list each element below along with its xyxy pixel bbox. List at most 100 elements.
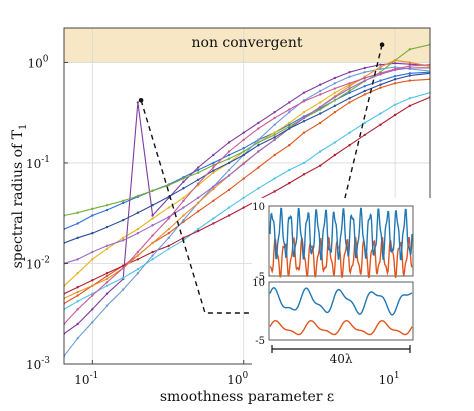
data-point	[408, 64, 411, 68]
inset-curve-blue	[269, 287, 413, 316]
data-point	[348, 131, 351, 134]
data-point	[76, 322, 79, 326]
data-point	[167, 247, 171, 250]
y-tick-base: 10	[26, 257, 41, 271]
data-point	[76, 236, 79, 240]
data-point	[242, 131, 245, 134]
data-point	[212, 171, 215, 174]
data-point	[151, 234, 154, 237]
inset-curve-orange	[269, 319, 413, 336]
y-tick-exponent: -1	[41, 155, 50, 165]
data-point	[105, 292, 109, 295]
pointer-lines	[138, 42, 385, 314]
data-point	[318, 108, 322, 111]
data-point	[76, 286, 79, 289]
data-point	[257, 166, 260, 169]
data-point	[257, 138, 260, 141]
y-tick-exponent: 0	[43, 54, 49, 64]
data-point	[122, 239, 125, 242]
inset-curve-blue	[269, 207, 413, 261]
data-point	[273, 133, 276, 137]
data-point	[105, 277, 109, 281]
data-point	[393, 82, 397, 85]
data-point	[105, 304, 109, 307]
x-tick-exponent: -1	[90, 371, 99, 381]
data-point	[288, 181, 291, 185]
data-point	[227, 141, 231, 144]
data-point	[182, 218, 185, 222]
data-point	[151, 189, 154, 192]
data-point	[167, 236, 171, 240]
data-point	[273, 123, 276, 126]
data-point	[408, 74, 411, 77]
data-point	[122, 201, 125, 205]
data-point	[242, 138, 245, 141]
data-point	[227, 168, 231, 172]
data-point	[348, 85, 351, 88]
data-point	[151, 203, 154, 207]
data-point	[288, 125, 291, 128]
y-tick-exponent: -3	[41, 356, 50, 366]
data-point	[182, 187, 185, 190]
data-point	[122, 236, 125, 240]
data-point	[227, 214, 231, 217]
data-point	[196, 227, 200, 231]
data-point	[393, 103, 397, 106]
data-point	[91, 214, 94, 217]
data-point	[136, 194, 140, 198]
data-point	[122, 266, 125, 270]
data-point	[136, 267, 140, 271]
x-tick-label: 100	[227, 371, 248, 387]
y-tick-base: 10	[26, 358, 41, 372]
data-point	[227, 150, 231, 153]
data-point	[302, 116, 306, 120]
data-point	[196, 196, 200, 200]
data-point	[257, 144, 260, 147]
data-point	[393, 62, 397, 65]
y-axis-label: spectral radius of T1	[10, 124, 29, 269]
data-point	[288, 110, 291, 114]
data-point	[273, 136, 276, 139]
data-point	[196, 201, 200, 205]
data-point	[105, 247, 109, 250]
data-point	[122, 199, 125, 203]
data-point	[257, 127, 260, 130]
data-point	[288, 123, 291, 126]
data-point	[257, 121, 260, 125]
data-point	[212, 163, 215, 167]
data-point	[302, 161, 306, 165]
y-tick-label: 10-3	[26, 356, 50, 372]
data-point	[333, 91, 337, 94]
data-point	[122, 218, 125, 222]
y-tick-exponent: -2	[41, 255, 50, 265]
data-point	[105, 203, 109, 207]
y-tick-label: 10-2	[26, 255, 50, 271]
data-point	[318, 93, 322, 96]
data-point	[363, 93, 366, 96]
inset-bottom-panel: 10 -5	[252, 278, 413, 347]
data-point	[363, 79, 366, 82]
data-point	[318, 105, 322, 109]
data-point	[91, 308, 94, 311]
x-tick-label: 101	[379, 371, 400, 387]
data-point	[212, 153, 215, 157]
data-point	[196, 171, 200, 174]
data-point	[379, 83, 382, 86]
data-point	[136, 211, 140, 214]
inset-tick-label: -5	[255, 272, 265, 283]
data-point	[302, 110, 306, 114]
data-point	[227, 174, 231, 177]
data-point	[105, 244, 109, 247]
data-point	[393, 65, 397, 69]
non-convergent-label: non convergent	[192, 35, 303, 51]
data-point	[105, 208, 109, 212]
data-point	[273, 110, 276, 114]
pointer-line-right	[342, 44, 383, 207]
data-point	[76, 337, 79, 340]
data-point	[408, 61, 411, 64]
data-point	[227, 161, 231, 165]
data-point	[212, 169, 215, 172]
inset-tick-label: 10	[252, 278, 265, 289]
data-point	[167, 206, 171, 209]
